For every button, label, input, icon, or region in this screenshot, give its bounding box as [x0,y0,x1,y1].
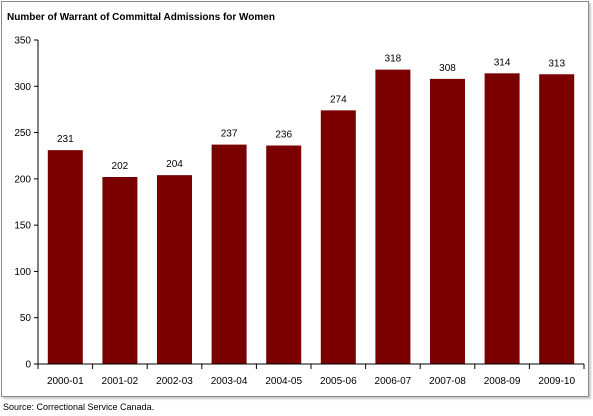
data-label: 204 [166,159,183,170]
data-label: 313 [548,58,565,69]
x-tick-label: 2002-03 [156,376,193,387]
bar [157,175,192,364]
bar [102,177,138,364]
x-axis: 2000-01 2001-02 2002-03 2003-04 2004-05 2005-… [37,363,585,387]
y-axis: 0 50 100 150 200 250 300 350 [14,36,39,371]
x-tick-label: 2000-01 [47,376,84,387]
x-tick-label: 2004-05 [265,376,302,387]
data-label: 202 [112,161,129,172]
y-tick-label: 300 [14,82,31,93]
data-label: 314 [494,57,511,68]
x-tick-label: 2005-06 [320,376,357,387]
y-tick-label: 0 [25,360,31,371]
data-label: 231 [57,134,74,145]
x-tick-label: 2008-09 [484,376,521,387]
y-tick-label: 100 [14,267,31,278]
bar [47,150,83,364]
data-label: 308 [439,63,456,74]
data-label: 274 [330,94,347,105]
data-label: 236 [275,130,292,141]
bar [484,73,520,364]
y-tick-label: 200 [14,174,31,185]
data-label: 318 [385,54,402,65]
bar [375,69,411,364]
bar [539,74,575,364]
y-tick-label: 50 [20,313,32,324]
bar [266,145,302,364]
x-tick-label: 2006-07 [375,376,412,387]
chart-title: Number of Warrant of Committal Admission… [7,12,275,23]
x-tick-label: 2009-10 [538,376,575,387]
y-tick-label: 350 [14,36,31,47]
y-tick-label: 250 [14,128,31,139]
x-tick-label: 2003-04 [211,376,248,387]
y-tick-label: 150 [14,221,31,232]
bars: 231 202 204 237 236 274 318 308 314 313 [47,54,575,365]
bar [211,144,247,364]
data-label: 237 [221,129,238,140]
bar [320,110,356,365]
x-tick-label: 2007-08 [429,376,466,387]
bar [430,78,465,364]
source-note: Source: Correctional Service Canada. [3,402,155,412]
x-tick-label: 2001-02 [102,376,139,387]
